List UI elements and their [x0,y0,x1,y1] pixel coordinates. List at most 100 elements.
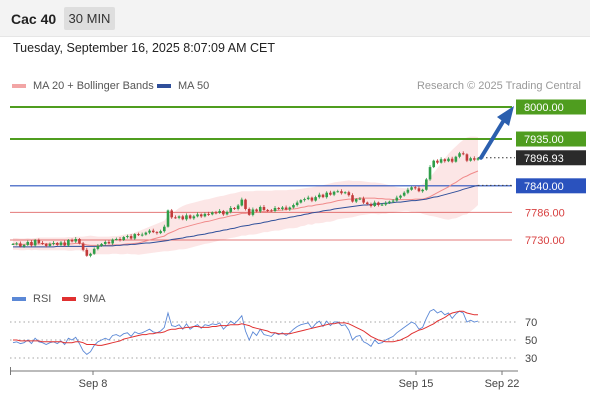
candle-body [236,205,240,209]
candle [151,228,155,234]
candle [103,240,107,246]
candle [281,206,284,211]
candle [391,199,395,204]
candle [454,155,458,163]
candle [380,203,384,207]
candle [100,242,103,247]
ma50-line [13,184,479,248]
candle [473,156,476,162]
candle-body [44,243,48,246]
candle [218,208,221,214]
candle [52,240,55,246]
candle [458,151,461,159]
candle [425,177,428,191]
candle [369,202,373,208]
candle [15,241,18,246]
candle [78,238,81,245]
candle [443,158,447,163]
x-axis-tick-label: Sep 8 [79,378,108,390]
candle [185,213,188,221]
candle-body [447,158,450,162]
candle [406,187,410,195]
candle-body [174,217,177,219]
candle-body [380,204,384,206]
forecast-arrow-head [497,106,514,126]
level-box-7935.00 [516,131,586,147]
level-label-7840.00: 7840.00 [524,181,564,193]
timeframe-button[interactable]: 30 MIN [64,7,115,30]
candle-body [74,239,78,242]
candle [288,206,292,211]
candle-body [240,199,244,206]
candle [26,240,30,246]
candle [225,210,229,216]
candle-body [314,197,317,201]
candle-body [284,207,288,210]
candle [318,192,321,199]
candle [126,234,129,239]
candle [332,190,336,197]
candle-body [391,200,395,202]
candle-body [351,195,354,202]
ma50-swatch [157,84,171,88]
candle-body [258,206,262,212]
last-price-box [516,150,586,166]
candle-body [111,239,114,244]
candle [115,237,118,241]
candle [358,197,362,201]
candle-body [144,232,148,235]
candle [30,240,33,247]
candle-body [159,231,162,234]
candle [447,157,450,163]
candle-body [295,202,299,206]
candle-body [199,214,203,217]
candle-body [196,214,199,217]
candle [395,195,399,202]
candle-body [425,179,428,190]
candle [461,151,465,156]
candle-body [384,203,388,205]
candle [255,208,258,213]
rsi-ma-swatch [62,297,76,301]
candle-body [354,199,358,202]
ma20-legend-label: MA 20 + Bollinger Bands [33,80,154,92]
candle-body [70,240,74,242]
candle-body [329,192,332,195]
candle [188,214,192,220]
candle-body [192,216,196,219]
level-box-8000.00 [516,99,586,115]
candle-body [225,211,229,215]
candle [222,209,225,216]
candle-body [92,248,96,254]
candle [336,189,340,193]
candle [362,196,365,205]
rsi-legend: RSI [12,293,51,305]
candle [465,153,469,163]
candle [417,186,421,193]
candle-body [410,187,413,190]
candle [310,196,314,203]
candle-body [155,232,159,234]
candle-body [59,242,63,245]
candle [306,195,310,201]
candle-body [406,189,410,193]
candle [59,240,63,247]
candle [181,214,185,221]
candle [247,207,251,216]
candle-body [166,210,170,227]
candle-body [432,160,436,168]
candle [137,232,140,237]
candle [432,159,436,169]
candle-body [450,158,454,162]
candle [343,191,347,195]
level-label-8000.00: 8000.00 [524,102,564,114]
candle [63,240,66,247]
candle-body [292,205,295,208]
candle-body [399,195,402,198]
candle [85,247,89,257]
level-label-7786.00: 7786.00 [525,207,565,219]
candle [303,197,306,202]
rsi-line [12,308,479,355]
candle-body [107,241,111,244]
